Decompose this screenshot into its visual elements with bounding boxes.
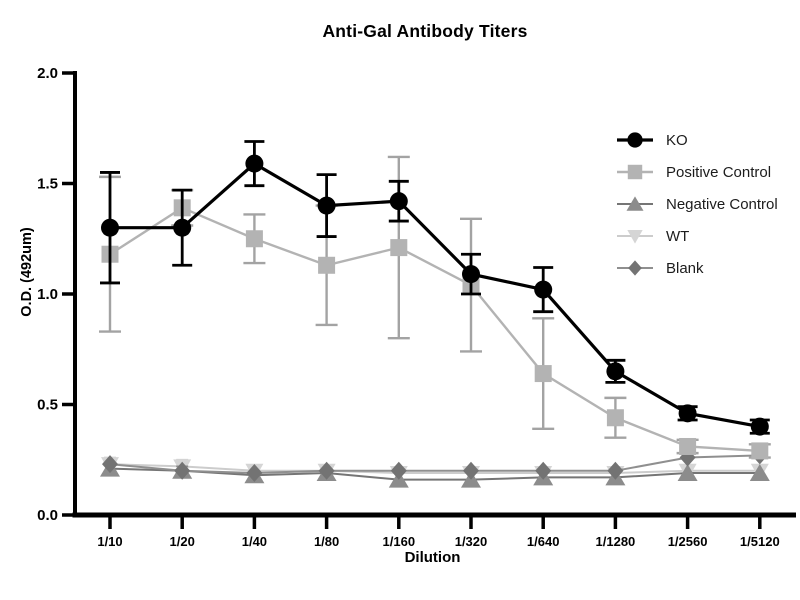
series-line <box>109 454 760 475</box>
circle-marker <box>389 192 408 211</box>
triangle-up-marker <box>749 464 770 482</box>
y-tick-label: 0.5 <box>37 397 58 414</box>
series-line <box>109 467 760 481</box>
circle-marker <box>245 154 264 173</box>
series-blank <box>102 446 768 483</box>
diamond-marker <box>174 461 191 480</box>
circle-marker <box>462 265 480 284</box>
triangle-down-marker <box>627 230 643 244</box>
circle-marker <box>678 404 697 423</box>
legend-label-positive-control: Positive Control <box>666 163 772 181</box>
circle-marker <box>750 417 769 436</box>
x-tick-label: 1/320 <box>455 534 488 549</box>
legend-item-wt: WT <box>616 220 778 252</box>
circle-marker <box>606 362 625 381</box>
legend: KO Positive Control Negative Control WT Blan… <box>616 124 778 284</box>
circle-marker <box>317 196 336 215</box>
x-tick-label: 1/10 <box>97 534 122 549</box>
square-legend-icon <box>617 164 653 180</box>
diamond-marker <box>318 461 335 480</box>
square-marker <box>627 164 643 180</box>
series-line <box>109 463 760 475</box>
legend-item-positive-control: Positive Control <box>616 156 778 188</box>
diamond-marker <box>628 260 642 276</box>
diamond-legend-icon <box>617 260 653 276</box>
legend-item-ko: KO <box>616 124 778 156</box>
square-marker <box>606 409 624 427</box>
circle-marker <box>627 132 643 148</box>
diamond-marker <box>463 461 479 480</box>
triangle-up-marker <box>677 464 698 482</box>
diamond-marker <box>246 464 263 483</box>
y-tick-label: 2.0 <box>37 65 58 82</box>
square-marker <box>390 239 408 257</box>
x-tick-label: 1/20 <box>170 534 195 549</box>
x-tick-label: 1/160 <box>383 534 416 549</box>
x-tick-label: 1/40 <box>242 534 267 549</box>
y-tick-label: 1.5 <box>37 176 58 193</box>
chart-title: Anti-Gal Antibody Titers <box>322 21 528 41</box>
square-marker <box>534 365 552 383</box>
legend-item-blank: Blank <box>616 252 778 284</box>
diamond-marker <box>390 461 407 480</box>
diamond-marker <box>535 461 552 480</box>
x-tick-label: 1/80 <box>314 534 339 549</box>
circle-marker <box>173 218 192 237</box>
series-positive-control <box>99 155 771 460</box>
triangle-down-legend-icon <box>617 230 653 244</box>
diamond-marker <box>102 455 118 474</box>
triangle-up-legend-icon <box>617 196 653 211</box>
series-ko <box>100 140 770 436</box>
circle-marker <box>101 218 119 237</box>
legend-label-ko: KO <box>666 131 688 149</box>
square-marker <box>245 230 263 248</box>
square-marker <box>679 437 697 455</box>
x-tick-label: 1/2560 <box>668 534 708 549</box>
legend-label-wt: WT <box>666 227 690 245</box>
series-line <box>110 161 761 429</box>
x-tick-label: 1/640 <box>527 534 560 549</box>
diamond-marker <box>607 461 624 480</box>
y-tick-label: 1.0 <box>37 286 58 303</box>
square-marker <box>318 256 336 274</box>
x-tick-label: 1/1280 <box>596 534 636 549</box>
series-line <box>109 206 760 453</box>
x-axis-label: Dilution <box>404 549 461 566</box>
triangle-up-marker <box>626 196 644 211</box>
circle-legend-icon <box>617 132 653 148</box>
circle-marker <box>534 280 553 299</box>
x-tick-label: 1/5120 <box>740 534 780 549</box>
legend-label-blank: Blank <box>666 259 704 277</box>
legend-item-negative-control: Negative Control <box>616 188 778 220</box>
y-tick-label: 0.0 <box>37 507 58 524</box>
square-marker <box>751 442 769 460</box>
legend-label-negative-control: Negative Control <box>666 195 778 213</box>
